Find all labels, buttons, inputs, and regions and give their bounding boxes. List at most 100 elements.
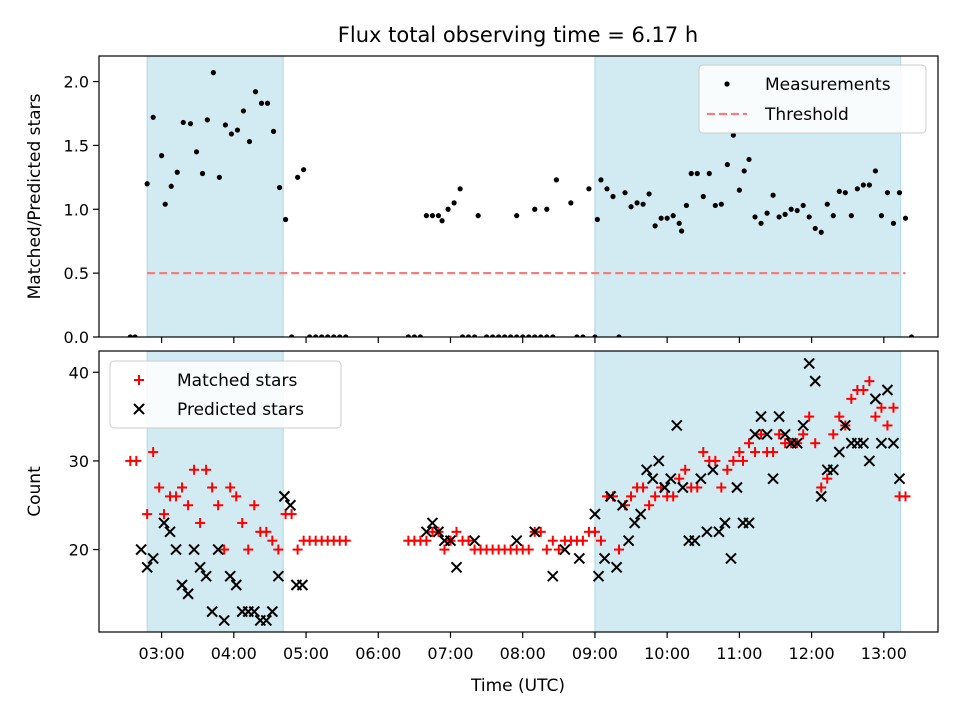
matched-star-marker [822,473,833,484]
matched-star-marker [810,438,821,449]
predicted-star-marker [248,605,260,618]
predicted-star-marker [559,543,571,556]
matched-star-marker [698,447,709,458]
measurement-point [457,186,463,192]
ratio-panel: 0.0 0.5 1.0 1.5 2.0 Matched/Predicted stars Me… [25,55,939,347]
matched-star-marker [589,526,600,537]
matched-star-marker [171,491,182,502]
measurement-point [836,188,842,194]
measurement-point [592,334,598,337]
predicted-star-marker [791,437,803,449]
predicted-star-marker [598,552,611,565]
measurement-point [800,202,806,209]
predicted-star-marker [194,561,206,573]
legend-label: Matched stars [177,371,297,391]
measurement-point [264,100,271,106]
predicted-star-marker [547,570,559,582]
predicted-star-marker [773,410,785,423]
matched-star-marker [142,509,153,520]
measurement-point [429,213,436,219]
matched-star-marker [756,429,767,440]
measurement-point [604,186,610,192]
legend-measurement-marker [724,81,730,87]
legend-label: Threshold [764,105,849,125]
predicted-star-marker [761,428,773,441]
predicted-star-marker [573,552,585,565]
predicted-star-marker [869,393,882,405]
measurement-point [854,186,860,192]
count-axes-frame [98,350,939,633]
measurement-point [234,127,241,133]
measurement-point [325,334,331,337]
predicted-star-marker [468,534,481,547]
predicted-star-marker [665,472,677,485]
x-tick-label: 03:00 [139,644,185,663]
measurement-point [724,161,730,168]
measurement-point [288,334,295,337]
measurement-point [313,334,319,337]
measurement-point [594,216,600,223]
measurement-point [132,334,138,337]
measurement-point [770,192,776,198]
measurement-point [258,100,265,106]
predicted-star-marker [218,614,230,627]
measurement-point [700,193,706,200]
measurement-point [246,138,253,145]
measurement-point [622,190,628,196]
measurement-point [435,213,442,219]
legend-label: Measurements [765,75,891,95]
predicted-star-marker [135,543,147,556]
measurement-point [848,213,854,219]
matched-star-marker [882,420,893,431]
predicted-star-marker [164,526,176,538]
predicted-star-marker [200,570,212,582]
measurement-point [319,334,325,337]
measurement-point [331,334,337,337]
measurement-point [526,334,532,337]
measurement-point [866,182,872,188]
matched-star-marker [148,447,159,458]
predicted-star-marker [176,579,188,591]
measurement-point [586,186,592,192]
matched-star-marker [577,535,588,546]
measurement-point [459,334,466,337]
predicted-star-marker [212,543,224,556]
matched-star-marker [159,509,170,520]
measurement-point [752,214,758,220]
measurement-point [127,334,133,337]
ratio-y-tick-label: 1.5 [64,136,89,155]
measurement-point [746,156,752,163]
predicted-star-marker [803,357,815,370]
matched-star-marker [286,509,297,520]
measurement-point [658,215,664,221]
matched-star-marker [846,393,857,404]
predicted-star-marker [272,570,285,582]
ratio-y-axis-label: Matched/Predicted stars [25,93,45,299]
predicted-star-marker [450,561,463,573]
x-tick-label: 07:00 [427,644,473,663]
matched-star-marker [541,544,552,555]
measurement-point [270,128,277,134]
matched-star-marker [231,491,242,502]
matched-star-marker [340,535,351,546]
matched-star-marker [273,544,284,555]
measurement-point [475,213,481,219]
predicted-star-marker [170,543,182,556]
ratio-y-tick-label: 2.0 [64,73,89,92]
matched-star-marker [644,500,655,511]
matched-star-marker [249,500,260,511]
measurement-point [301,167,307,173]
measurement-point [544,206,550,212]
matched-star-marker [734,447,745,458]
measurement-point [174,169,180,175]
measurement-point [282,216,289,223]
matched-star-marker [870,411,881,422]
predicted-star-marker [731,481,743,494]
measurement-point [307,334,313,337]
measurement-point [741,168,747,174]
measurement-point [776,214,782,220]
measurement-point [343,334,349,337]
measurement-point [694,170,700,177]
predicted-star-marker [815,490,827,503]
measurement-point [423,213,430,219]
